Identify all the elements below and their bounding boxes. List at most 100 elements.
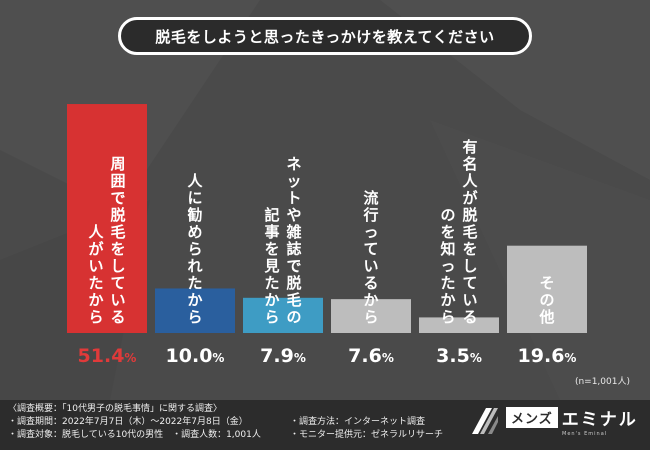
bar-1 xyxy=(67,104,147,333)
svg-text:毛: 毛 xyxy=(286,291,301,309)
svg-text:た: た xyxy=(440,274,455,292)
svg-text:勧: 勧 xyxy=(187,206,202,224)
logo-subtitle: Men's Eminal xyxy=(562,431,608,437)
bar-3 xyxy=(243,297,323,333)
svg-text:脱: 脱 xyxy=(462,206,477,224)
svg-text:ッ: ッ xyxy=(286,172,301,190)
svg-text:れ: れ xyxy=(187,257,202,275)
svg-text:人: 人 xyxy=(88,223,104,241)
svg-text:知: 知 xyxy=(440,240,455,258)
value-label-5: 3.5% xyxy=(436,345,482,367)
svg-text:し: し xyxy=(462,257,477,275)
svg-text:毛: 毛 xyxy=(110,223,125,241)
svg-text:他: 他 xyxy=(538,308,554,326)
survey-info-left: 〈調査概要：「10代男子の脱毛事情」に関する調査〉 ・調査期間：2022年7月7… xyxy=(8,403,261,442)
svg-text:い: い xyxy=(88,257,103,275)
svg-text:い: い xyxy=(110,291,125,309)
svg-text:誌: 誌 xyxy=(286,240,301,258)
svg-text:ら: ら xyxy=(440,308,455,326)
svg-text:に: に xyxy=(187,189,202,207)
svg-text:雑: 雑 xyxy=(285,223,301,241)
chart-title: 脱毛をしようと思ったきっかけを教えてください xyxy=(118,17,532,55)
svg-text:が: が xyxy=(462,189,478,207)
svg-text:ら: ら xyxy=(88,308,103,326)
svg-text:が: が xyxy=(88,240,104,258)
svg-text:で: で xyxy=(110,189,125,207)
survey-overview: 〈調査概要：「10代男子の脱毛事情」に関する調査〉 xyxy=(8,404,222,414)
svg-text:人: 人 xyxy=(187,172,203,190)
logo-box-text: メンズ xyxy=(506,407,558,428)
svg-text:た: た xyxy=(264,274,279,292)
svg-text:ネ: ネ xyxy=(286,155,301,173)
svg-text:っ: っ xyxy=(363,223,378,241)
svg-text:囲: 囲 xyxy=(110,172,125,190)
svg-text:る: る xyxy=(363,274,378,292)
svg-text:周: 周 xyxy=(110,155,125,173)
svg-text:事: 事 xyxy=(264,223,279,241)
bar-5 xyxy=(419,317,499,333)
svg-text:た: た xyxy=(88,274,103,292)
svg-text:名: 名 xyxy=(462,155,477,173)
svg-text:を: を xyxy=(440,223,455,241)
svg-text:た: た xyxy=(187,274,202,292)
value-label-6: 19.6% xyxy=(518,345,577,367)
svg-text:人: 人 xyxy=(462,172,478,190)
value-label-1: 51.4% xyxy=(78,345,137,367)
svg-text:行: 行 xyxy=(362,206,378,224)
bar-6 xyxy=(507,245,587,333)
svg-text:脱: 脱 xyxy=(110,206,125,224)
survey-info-right: ・調査方法：インターネット調査 ・モニター提供元：ゼネラルリサーチ xyxy=(290,416,443,442)
svg-text:流: 流 xyxy=(363,189,378,207)
svg-text:て: て xyxy=(110,274,125,292)
svg-text:ら: ら xyxy=(363,308,378,326)
svg-text:る: る xyxy=(110,308,125,326)
svg-text:ト: ト xyxy=(286,189,301,207)
bar-4 xyxy=(331,299,411,333)
bar-2 xyxy=(155,288,235,333)
logo-wordmark: エミナル xyxy=(561,410,638,430)
svg-text:を: を xyxy=(264,240,279,258)
value-label-4: 7.6% xyxy=(348,345,394,367)
svg-text:め: め xyxy=(187,223,202,241)
svg-text:有: 有 xyxy=(462,138,477,156)
svg-text:る: る xyxy=(462,308,477,326)
svg-text:っ: っ xyxy=(440,257,455,275)
svg-text:で: で xyxy=(286,257,301,275)
svg-text:ら: ら xyxy=(264,308,279,326)
svg-text:毛: 毛 xyxy=(462,223,477,241)
svg-text:か: か xyxy=(88,291,103,309)
svg-text:の: の xyxy=(539,291,554,309)
svg-text:か: か xyxy=(264,291,279,309)
survey-method: ・調査方法：インターネット調査 xyxy=(290,417,426,427)
category-label-6: その他 xyxy=(538,274,554,326)
brand-logo: メンズ エミナル Men's Eminal xyxy=(468,403,640,439)
svg-text:や: や xyxy=(286,206,301,224)
survey-target: ・調査対象：脱毛している10代の男性 xyxy=(8,430,164,440)
svg-text:し: し xyxy=(110,257,125,275)
svg-text:の: の xyxy=(440,206,455,224)
svg-text:か: か xyxy=(363,291,378,309)
svg-text:か: か xyxy=(187,291,202,309)
svg-text:脱: 脱 xyxy=(286,274,301,292)
svg-text:の: の xyxy=(286,308,301,326)
value-label-2: 10.0% xyxy=(166,345,225,367)
svg-text:を: を xyxy=(110,240,125,258)
survey-count: ・調査人数：1,001人 xyxy=(172,430,261,440)
logo-mark-icon xyxy=(472,408,498,434)
svg-text:そ: そ xyxy=(539,274,554,292)
svg-text:か: か xyxy=(440,291,455,309)
svg-text:て: て xyxy=(462,274,477,292)
sample-size: (n=1,001人) xyxy=(574,377,630,387)
svg-text:ら: ら xyxy=(187,240,202,258)
survey-provider: ・モニター提供元：ゼネラルリサーチ xyxy=(290,430,444,440)
svg-text:い: い xyxy=(462,291,477,309)
svg-text:を: を xyxy=(462,240,477,258)
svg-text:い: い xyxy=(363,257,378,275)
svg-text:見: 見 xyxy=(263,257,279,275)
